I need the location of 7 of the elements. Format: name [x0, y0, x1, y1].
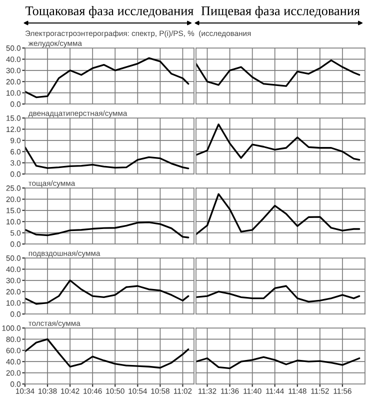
chart-title: Тощаковая фаза исследования	[25, 6, 194, 18]
line-series	[25, 146, 190, 170]
line-series	[25, 57, 190, 98]
line-series	[25, 338, 190, 369]
line-series	[25, 280, 190, 305]
chart-title: Пищевая фаза исследования	[201, 6, 360, 18]
line-series	[25, 221, 190, 238]
